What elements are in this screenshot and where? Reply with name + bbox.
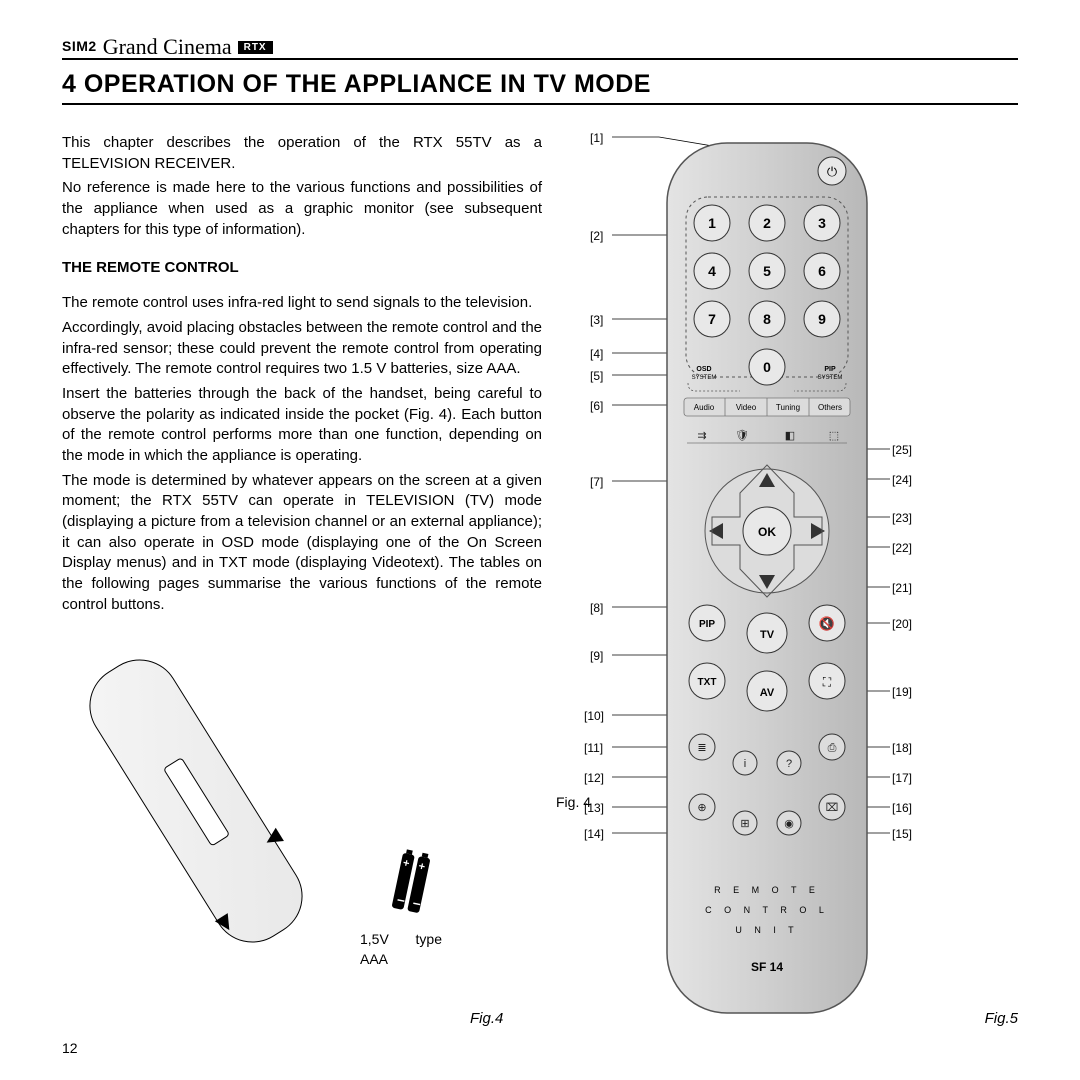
svg-text:C O N T R O L: C O N T R O L [705,905,829,915]
svg-text:i: i [744,758,746,770]
callout-10: [10] [584,709,604,723]
svg-text:TV: TV [760,629,775,641]
svg-text:PIP: PIP [699,619,715,630]
fig4-caption: Fig.4 [470,1010,503,1027]
svg-text:U N I T: U N I T [735,925,798,935]
intro-p1: This chapter describes the operation of … [62,133,542,174]
chapter-title: 4 OPERATION OF THE APPLIANCE IN TV MODE [62,70,1018,99]
intro-p2: No reference is made here to the various… [62,178,542,240]
page-number: 12 [62,1040,78,1056]
remote-back-angled [74,645,317,958]
svg-text:🔇: 🔇 [819,616,835,631]
battery-label: 1,5V type AAA [360,930,442,969]
svg-text:⬚: ⬚ [829,430,839,442]
svg-text:Video: Video [736,403,757,412]
svg-text:SYSTEM: SYSTEM [818,375,843,381]
remote-p2: Accordingly, avoid placing obstacles bet… [62,318,542,380]
header: SIM2 Grand Cinema RTX [62,38,1018,54]
svg-text:8: 8 [763,311,771,327]
svg-text:TXT: TXT [698,677,717,688]
svg-text:⛶: ⛶ [822,675,832,689]
svg-text:0: 0 [763,359,771,375]
svg-text:⇉: ⇉ [697,430,706,442]
svg-text:Audio: Audio [694,403,715,412]
callout-12: [12] [584,771,604,785]
svg-text:3: 3 [818,215,826,231]
brand-cursive: Grand Cinema [103,40,232,54]
svg-text:SF 14: SF 14 [751,960,783,974]
svg-text:5: 5 [763,263,771,279]
callout-4: [4] [590,347,603,361]
svg-text:⊞: ⊞ [740,818,749,830]
svg-text:OK: OK [758,525,776,539]
callout-9: [9] [590,649,603,663]
callout-3: [3] [590,313,603,327]
callout-5: [5] [590,369,603,383]
svg-text:SYSTEM: SYSTEM [692,375,717,381]
svg-text:Others: Others [818,403,842,412]
remote-head: THE REMOTE CONTROL [62,258,542,279]
callout-11: [11] [584,741,603,755]
remote-p1: The remote control uses infra-red light … [62,293,542,314]
svg-text:4: 4 [708,263,716,279]
callout-14: [14] [584,827,604,841]
svg-text:1: 1 [708,215,716,231]
fig4-ref: Fig. 4 [556,794,591,810]
svg-text:◉: ◉ [784,818,794,830]
brand-sim2: SIM2 [62,38,97,54]
fig5-caption: Fig.5 [985,1010,1018,1027]
svg-text:OSD: OSD [696,366,711,373]
svg-text:⌧: ⌧ [826,802,839,814]
svg-text:⏻: ⏻ [827,164,837,179]
rule-under-title [62,103,1018,105]
right-column: [1] [2] [3] [4] [5] [6] [7] [8] [9] [10]… [572,133,1002,975]
remote-p3: Insert the batteries through the back of… [62,384,542,467]
svg-text:2: 2 [763,215,771,231]
svg-text:6: 6 [818,263,826,279]
batteries-icon: +– +– [391,853,430,914]
callout-1: [1] [590,131,603,145]
callout-6: [6] [590,399,603,413]
callout-7: [7] [590,475,603,489]
svg-text:Tuning: Tuning [776,403,800,412]
battery-slot [163,757,230,847]
remote-diagram: ⏻ 1 2 3 4 5 6 7 8 9 0 OSD SYSTEM [612,123,972,1023]
svg-text:◧: ◧ [785,430,795,442]
left-column: This chapter describes the operation of … [62,133,542,975]
svg-text:R E M O T E: R E M O T E [714,885,820,895]
remote-p4: The mode is determined by whatever appea… [62,471,542,616]
figure-4: ◄ ▼ +– +– 1,5V type AAA [62,635,442,975]
svg-text:🛡: 🛡 [735,429,749,442]
svg-text:⎙: ⎙ [828,742,837,754]
brand-rtx: RTX [238,41,273,54]
svg-text:AV: AV [760,687,775,699]
callout-8: [8] [590,601,603,615]
callout-2: [2] [590,229,603,243]
svg-text:9: 9 [818,311,826,327]
svg-text:⊕: ⊕ [697,802,706,814]
svg-text:PIP: PIP [824,366,836,373]
svg-text:?: ? [786,758,792,770]
svg-text:7: 7 [708,311,716,327]
svg-text:≣: ≣ [697,742,706,754]
